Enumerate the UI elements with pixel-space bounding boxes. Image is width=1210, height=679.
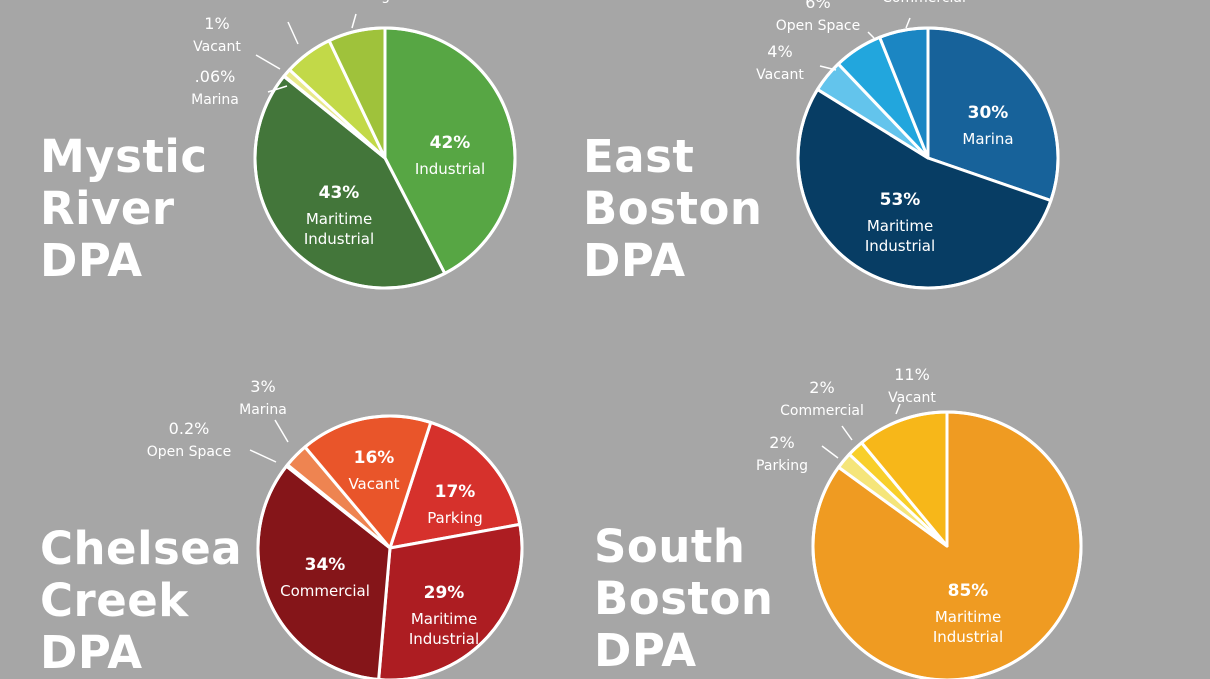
- dpa-title-line: DPA: [40, 234, 143, 287]
- slice-category-label: Parking: [338, 0, 390, 4]
- dpa-title-line: Chelsea: [40, 522, 243, 575]
- slice-category-label: Vacant: [756, 67, 804, 83]
- slice-percent-label: 43%: [319, 183, 360, 203]
- slice-percent-label: 11%: [894, 365, 930, 384]
- slice-category-label: Industrial: [933, 628, 1003, 646]
- pie-charts: 42% Industrial 43% Maritime Industrial .06% Ma…: [147, 0, 1083, 679]
- slice-category-label: Open Space: [147, 444, 232, 460]
- slice-percent-label: .06%: [195, 67, 236, 86]
- slice-percent-label: 0.2%: [169, 419, 210, 438]
- slice-percent-label: 6%: [805, 0, 830, 12]
- slice-category-label: Industrial: [865, 237, 935, 255]
- dpa-title-line: Boston: [594, 572, 774, 625]
- slice-category-label: Maritime: [306, 210, 372, 228]
- pie-outline: [811, 410, 1083, 679]
- slice-percent-label: 42%: [430, 133, 471, 153]
- slice-category-label: Maritime: [935, 608, 1001, 626]
- pie-outline: [796, 26, 1060, 290]
- leader-line: [867, 31, 875, 39]
- slice-category-label: Parking: [756, 458, 808, 474]
- leader-line: [895, 403, 901, 415]
- slice-percent-label: 2%: [809, 378, 834, 397]
- pie-outline: [253, 26, 517, 290]
- leader-line: [249, 449, 277, 463]
- slice-percent-label: 29%: [424, 583, 465, 603]
- slice-category-label: Open Space: [776, 18, 861, 34]
- slice-percent-label: 4%: [767, 42, 792, 61]
- dpa-title-line: Mystic: [40, 130, 208, 183]
- slice-percent-label: 17%: [435, 482, 476, 502]
- slice-category-label: Vacant: [193, 39, 241, 55]
- slice-category-label: Marina: [962, 130, 1013, 148]
- leader-line: [841, 425, 853, 441]
- slice-percent-label: 34%: [305, 555, 346, 575]
- slice-category-label: Maritime: [867, 217, 933, 235]
- pie-chart-2: 17% Parking 29% Maritime Industrial 34% Commer…: [147, 377, 524, 679]
- leader-line: [819, 65, 837, 71]
- slice-category-label: Commercial: [280, 582, 370, 600]
- slice-percent-label: 85%: [948, 581, 989, 601]
- leader-line: [351, 13, 357, 29]
- leader-line: [287, 21, 299, 45]
- slice-category-label: Commercial: [882, 0, 966, 6]
- slice-percent-label: 53%: [880, 190, 921, 210]
- slice-category-label: Marina: [239, 402, 287, 418]
- dpa-title-line: DPA: [583, 234, 686, 287]
- dpa-title-line: Creek: [40, 574, 189, 627]
- slice-category-label: Industrial: [415, 160, 485, 178]
- slice-category-label: Commercial: [780, 403, 864, 419]
- pie-chart-0: 42% Industrial 43% Maritime Industrial .06% Ma…: [191, 0, 517, 290]
- leader-line: [821, 445, 839, 459]
- leader-line: [255, 54, 281, 70]
- slice-category-label: Vacant: [348, 475, 399, 493]
- slice-category-label: Parking: [427, 509, 483, 527]
- dpa-title-line: South: [594, 520, 746, 573]
- slice-category-label: Marina: [191, 92, 239, 108]
- slice-category-label: Maritime: [411, 610, 477, 628]
- slice-percent-label: 30%: [968, 103, 1009, 123]
- dpa-title: East Boston DPA: [583, 131, 762, 287]
- pie-chart-1: 30% Marina 53% Maritime Industrial 4% Vacant 6%…: [756, 0, 1060, 290]
- slice-percent-label: 3%: [250, 377, 275, 396]
- slice-percent-label: 1%: [204, 14, 229, 33]
- leader-line: [267, 85, 288, 93]
- slice-category-label: Industrial: [409, 630, 479, 648]
- dpa-title-line: Boston: [583, 182, 763, 235]
- dpa-title: Mystic River DPA: [40, 131, 208, 287]
- dpa-title-line: River: [40, 182, 175, 235]
- dpa-title-line: East: [583, 130, 695, 183]
- leader-line: [274, 419, 289, 443]
- slice-percent-label: 2%: [769, 433, 794, 452]
- pie-outline: [256, 414, 524, 679]
- leader-line: [905, 17, 911, 29]
- slice-category-label: Vacant: [888, 390, 936, 406]
- slice-category-label: Commercial: [232, 0, 316, 4]
- slice-percent-label: 16%: [354, 448, 395, 468]
- pie-chart-3: 85% Maritime Industrial 2% Parking 2% Commerci…: [756, 365, 1083, 679]
- slice-category-label: Industrial: [304, 230, 374, 248]
